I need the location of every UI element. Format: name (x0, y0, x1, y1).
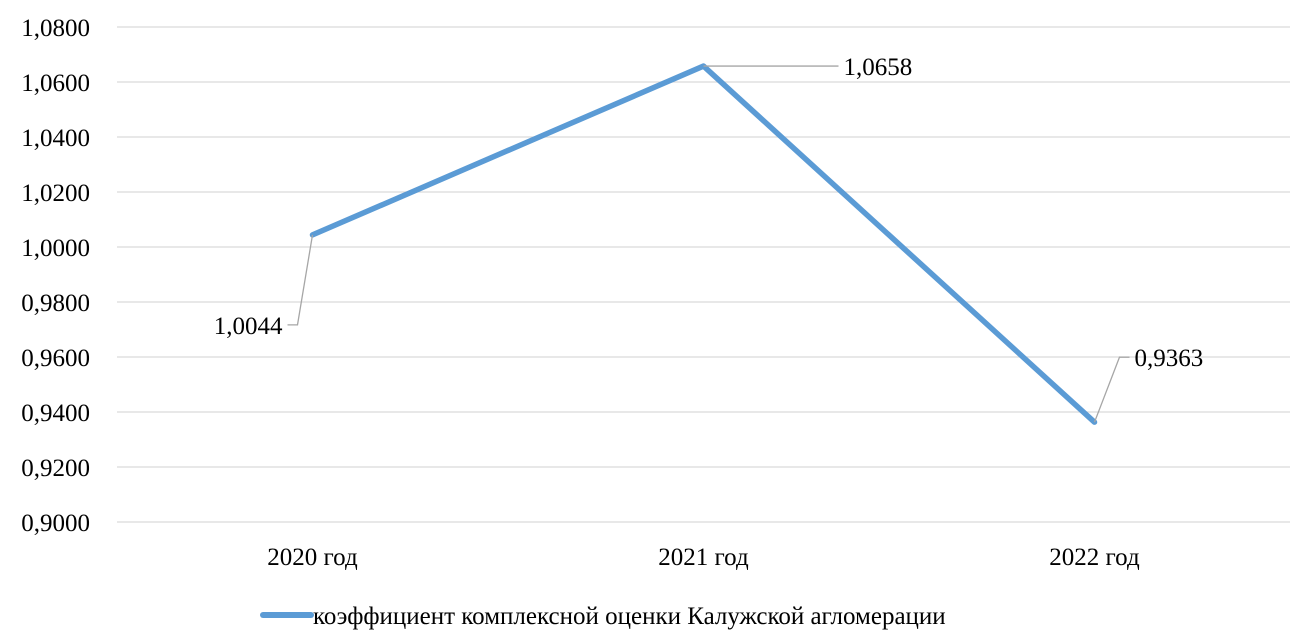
series-layer (309, 63, 1098, 425)
grid-layer (117, 26, 1290, 523)
series-line (309, 63, 1098, 425)
y-tick-label: 0,9400 (21, 400, 90, 427)
y-tick-label: 0,9200 (21, 455, 90, 482)
x-tick-label: 2022 год (1049, 544, 1140, 571)
x-axis-ticks: 2020 год 2021 год 2022 год (267, 544, 1140, 571)
data-label: 1,0658 (844, 54, 913, 81)
y-tick-label: 0,9600 (21, 345, 90, 372)
x-tick-label: 2021 год (658, 544, 749, 571)
legend-label: коэффициент комплексной оценки Калужской… (313, 603, 946, 630)
y-tick-label: 1,0000 (21, 235, 90, 262)
y-tick-label: 1,0200 (21, 180, 90, 207)
data-label: 0,9363 (1135, 345, 1204, 372)
y-axis-ticks: 0,9000 0,9200 0,9400 0,9600 0,9800 1,0000 1,02… (21, 15, 90, 537)
y-tick-label: 1,0800 (21, 15, 90, 42)
y-tick-label: 1,0400 (21, 125, 90, 152)
y-tick-label: 0,9000 (21, 510, 90, 537)
data-label-leader (287, 234, 314, 326)
data-label: 1,0044 (214, 313, 283, 340)
data-label-leader (1093, 356, 1130, 423)
legend: коэффициент комплексной оценки Калужской… (260, 603, 946, 630)
data-label-layer: 1,0044 1,0658 0,9363 (214, 54, 1204, 423)
x-tick-label: 2020 год (267, 544, 358, 571)
y-tick-label: 0,9800 (21, 290, 90, 317)
y-tick-label: 1,0600 (21, 70, 90, 97)
